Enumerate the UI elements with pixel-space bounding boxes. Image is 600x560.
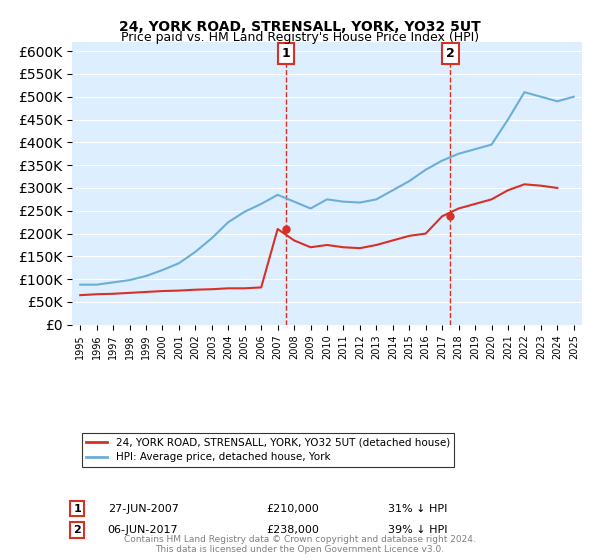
Legend: 24, YORK ROAD, STRENSALL, YORK, YO32 5UT (detached house), HPI: Average price, d: 24, YORK ROAD, STRENSALL, YORK, YO32 5UT… — [82, 433, 454, 466]
Text: £238,000: £238,000 — [266, 525, 319, 535]
Text: £210,000: £210,000 — [266, 503, 319, 514]
Text: 27-JUN-2007: 27-JUN-2007 — [108, 503, 179, 514]
Text: 39% ↓ HPI: 39% ↓ HPI — [388, 525, 448, 535]
Text: 24, YORK ROAD, STRENSALL, YORK, YO32 5UT: 24, YORK ROAD, STRENSALL, YORK, YO32 5UT — [119, 20, 481, 34]
Text: 2: 2 — [446, 47, 455, 60]
Text: Contains HM Land Registry data © Crown copyright and database right 2024.
This d: Contains HM Land Registry data © Crown c… — [124, 535, 476, 554]
Text: 1: 1 — [281, 47, 290, 60]
Text: Price paid vs. HM Land Registry's House Price Index (HPI): Price paid vs. HM Land Registry's House … — [121, 31, 479, 44]
Text: 06-JUN-2017: 06-JUN-2017 — [108, 525, 178, 535]
Text: 31% ↓ HPI: 31% ↓ HPI — [388, 503, 448, 514]
Text: 1: 1 — [73, 503, 81, 514]
Text: 2: 2 — [73, 525, 81, 535]
